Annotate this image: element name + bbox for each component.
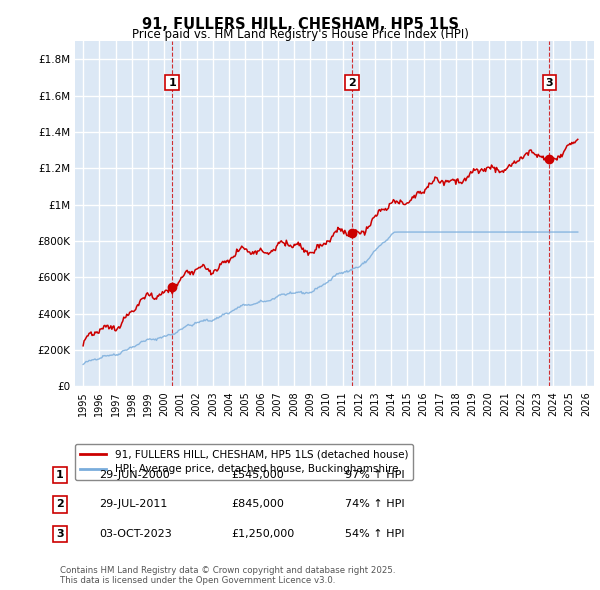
Text: 29-JUN-2000: 29-JUN-2000 [99,470,170,480]
Legend: 91, FULLERS HILL, CHESHAM, HP5 1LS (detached house), HPI: Average price, detache: 91, FULLERS HILL, CHESHAM, HP5 1LS (deta… [75,444,413,480]
Text: Price paid vs. HM Land Registry's House Price Index (HPI): Price paid vs. HM Land Registry's House … [131,28,469,41]
Text: 3: 3 [545,78,553,88]
Text: 03-OCT-2023: 03-OCT-2023 [99,529,172,539]
Text: £545,000: £545,000 [231,470,284,480]
Text: 97% ↑ HPI: 97% ↑ HPI [345,470,404,480]
Text: 74% ↑ HPI: 74% ↑ HPI [345,500,404,509]
Text: 29-JUL-2011: 29-JUL-2011 [99,500,167,509]
Text: 2: 2 [348,78,356,88]
Text: £1,250,000: £1,250,000 [231,529,294,539]
Text: 91, FULLERS HILL, CHESHAM, HP5 1LS: 91, FULLERS HILL, CHESHAM, HP5 1LS [142,17,458,31]
Text: 3: 3 [56,529,64,539]
Text: Contains HM Land Registry data © Crown copyright and database right 2025.
This d: Contains HM Land Registry data © Crown c… [60,566,395,585]
Text: 2: 2 [56,500,64,509]
Text: £845,000: £845,000 [231,500,284,509]
Text: 54% ↑ HPI: 54% ↑ HPI [345,529,404,539]
Text: 1: 1 [56,470,64,480]
Text: 1: 1 [168,78,176,88]
